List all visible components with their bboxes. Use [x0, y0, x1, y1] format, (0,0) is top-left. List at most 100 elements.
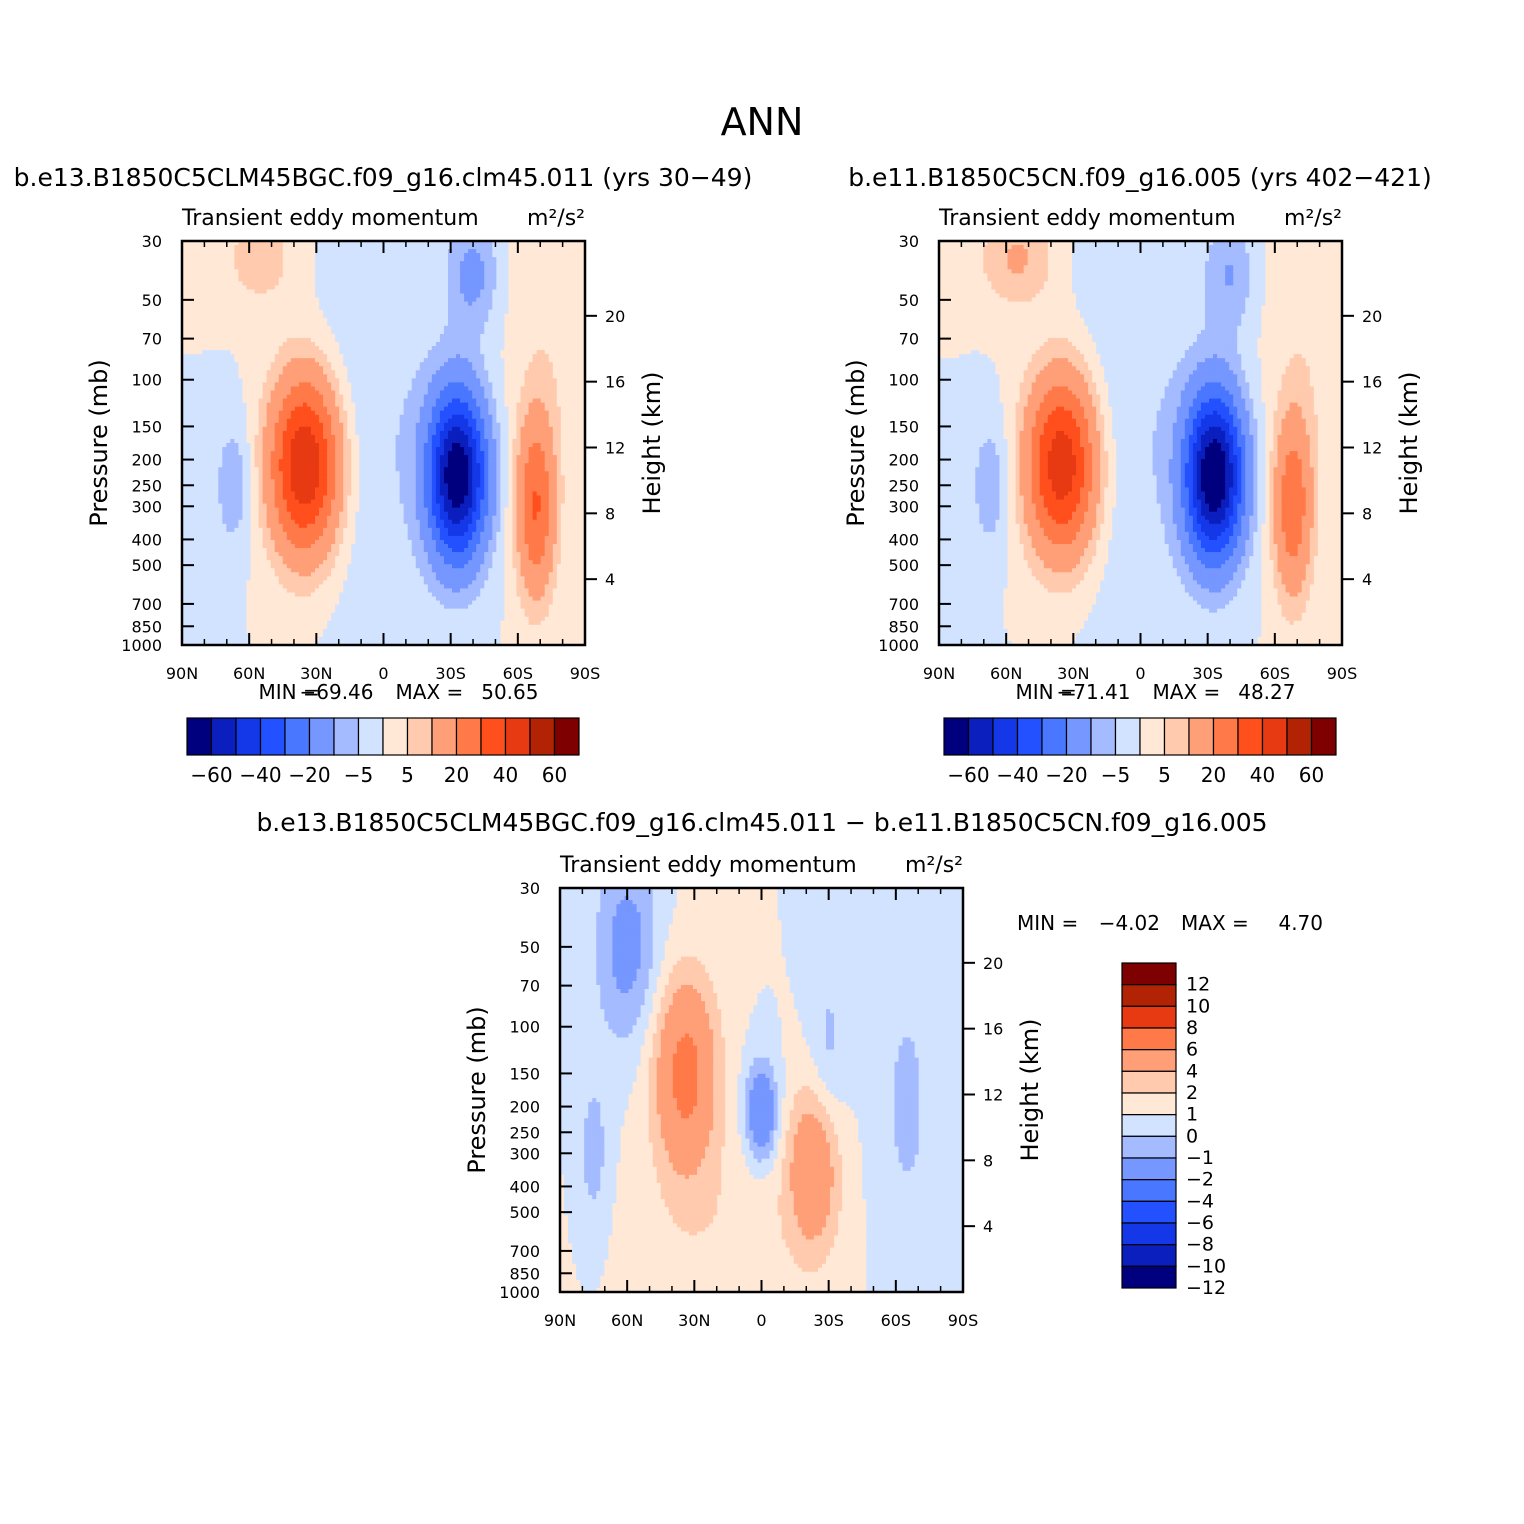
contour-cell	[190, 358, 195, 363]
contour-cell	[323, 277, 328, 282]
contour-cell	[580, 309, 586, 315]
contour-cell	[520, 430, 526, 436]
contour-cell	[314, 402, 320, 408]
contour-cell	[472, 406, 477, 412]
contour-cell	[460, 422, 465, 428]
contour-cell	[190, 265, 195, 270]
contour-cell	[210, 257, 215, 262]
contour-cell	[246, 337, 252, 343]
contour-cell	[556, 406, 562, 412]
contour-cell	[443, 418, 449, 424]
contour-cell	[294, 253, 300, 258]
contour-cell	[190, 249, 195, 254]
contour-cell	[504, 253, 510, 258]
contour-cell	[439, 261, 445, 266]
contour-cell	[367, 426, 373, 432]
contour-cell	[327, 402, 332, 408]
contour-cell	[282, 273, 288, 278]
contour-cell	[431, 305, 437, 311]
contour-cell	[194, 346, 199, 351]
contour-cell	[327, 297, 332, 303]
contour-cell	[544, 337, 550, 343]
contour-cell	[476, 426, 481, 432]
contour-cell	[512, 402, 518, 408]
contour-cell	[198, 293, 203, 299]
contour-cell	[431, 261, 437, 266]
contour-cell	[290, 337, 296, 343]
contour-cell	[576, 378, 582, 383]
contour-cell	[359, 333, 364, 339]
contour-cell	[327, 378, 332, 383]
contour-cell	[427, 406, 433, 412]
contour-cell	[504, 354, 510, 359]
contour-cell	[379, 386, 385, 392]
contour-cell	[383, 434, 389, 440]
contour-cell	[254, 293, 260, 299]
contour-cell	[520, 434, 526, 440]
contour-cell	[355, 394, 360, 400]
contour-cell	[488, 313, 493, 319]
contour-cell	[576, 350, 582, 355]
contour-cell	[327, 301, 332, 307]
contour-cell	[387, 414, 393, 420]
contour-cell	[427, 350, 433, 355]
contour-cell	[302, 305, 308, 311]
contour-cell	[472, 289, 477, 295]
contour-cell	[379, 289, 385, 295]
contour-cell	[194, 337, 199, 343]
contour-cell	[452, 309, 457, 315]
contour-cell	[460, 394, 465, 400]
contour-cell	[254, 321, 260, 327]
contour-cell	[419, 434, 425, 440]
contour-cell	[435, 281, 441, 287]
contour-cell	[476, 358, 481, 363]
contour-cell	[544, 342, 550, 347]
contour-cell	[568, 350, 574, 355]
contour-cell	[339, 333, 344, 339]
contour-cell	[270, 321, 276, 327]
contour-cell	[472, 358, 477, 363]
contour-cell	[492, 245, 497, 250]
contour-cell	[395, 378, 401, 383]
contour-cell	[427, 293, 433, 299]
contour-cell	[314, 362, 320, 367]
contour-cell	[182, 406, 187, 412]
contour-cell	[520, 382, 526, 388]
contour-cell	[435, 342, 441, 347]
contour-cell	[335, 358, 340, 363]
contour-cell	[500, 333, 505, 339]
contour-cell	[387, 422, 393, 428]
contour-cell	[435, 317, 441, 323]
contour-cell	[363, 325, 368, 331]
contour-cell	[202, 297, 207, 303]
contour-cell	[347, 313, 352, 319]
contour-cell	[371, 358, 377, 363]
contour-cell	[331, 241, 336, 246]
contour-cell	[464, 285, 469, 291]
contour-cell	[500, 402, 505, 408]
contour-cell	[456, 281, 461, 287]
contour-cell	[359, 293, 364, 299]
contour-cell	[383, 438, 389, 444]
contour-cell	[250, 269, 256, 274]
contour-cell	[399, 406, 405, 412]
contour-cell	[262, 281, 268, 287]
contour-cell	[524, 426, 530, 432]
contour-cell	[198, 249, 203, 254]
contour-cell	[254, 285, 260, 291]
contour-cell	[452, 422, 457, 428]
contour-cell	[371, 386, 377, 392]
contour-cell	[395, 333, 401, 339]
contour-cell	[282, 325, 288, 331]
contour-cell	[375, 257, 381, 262]
contour-cell	[371, 354, 377, 359]
contour-cell	[254, 434, 260, 440]
contour-cell	[367, 257, 373, 262]
contour-cell	[302, 434, 308, 440]
contour-cell	[314, 366, 320, 371]
contour-cell	[182, 249, 187, 254]
contour-cell	[202, 370, 207, 375]
contour-cell	[496, 249, 501, 254]
contour-cell	[528, 362, 534, 367]
contour-cell	[508, 241, 514, 246]
